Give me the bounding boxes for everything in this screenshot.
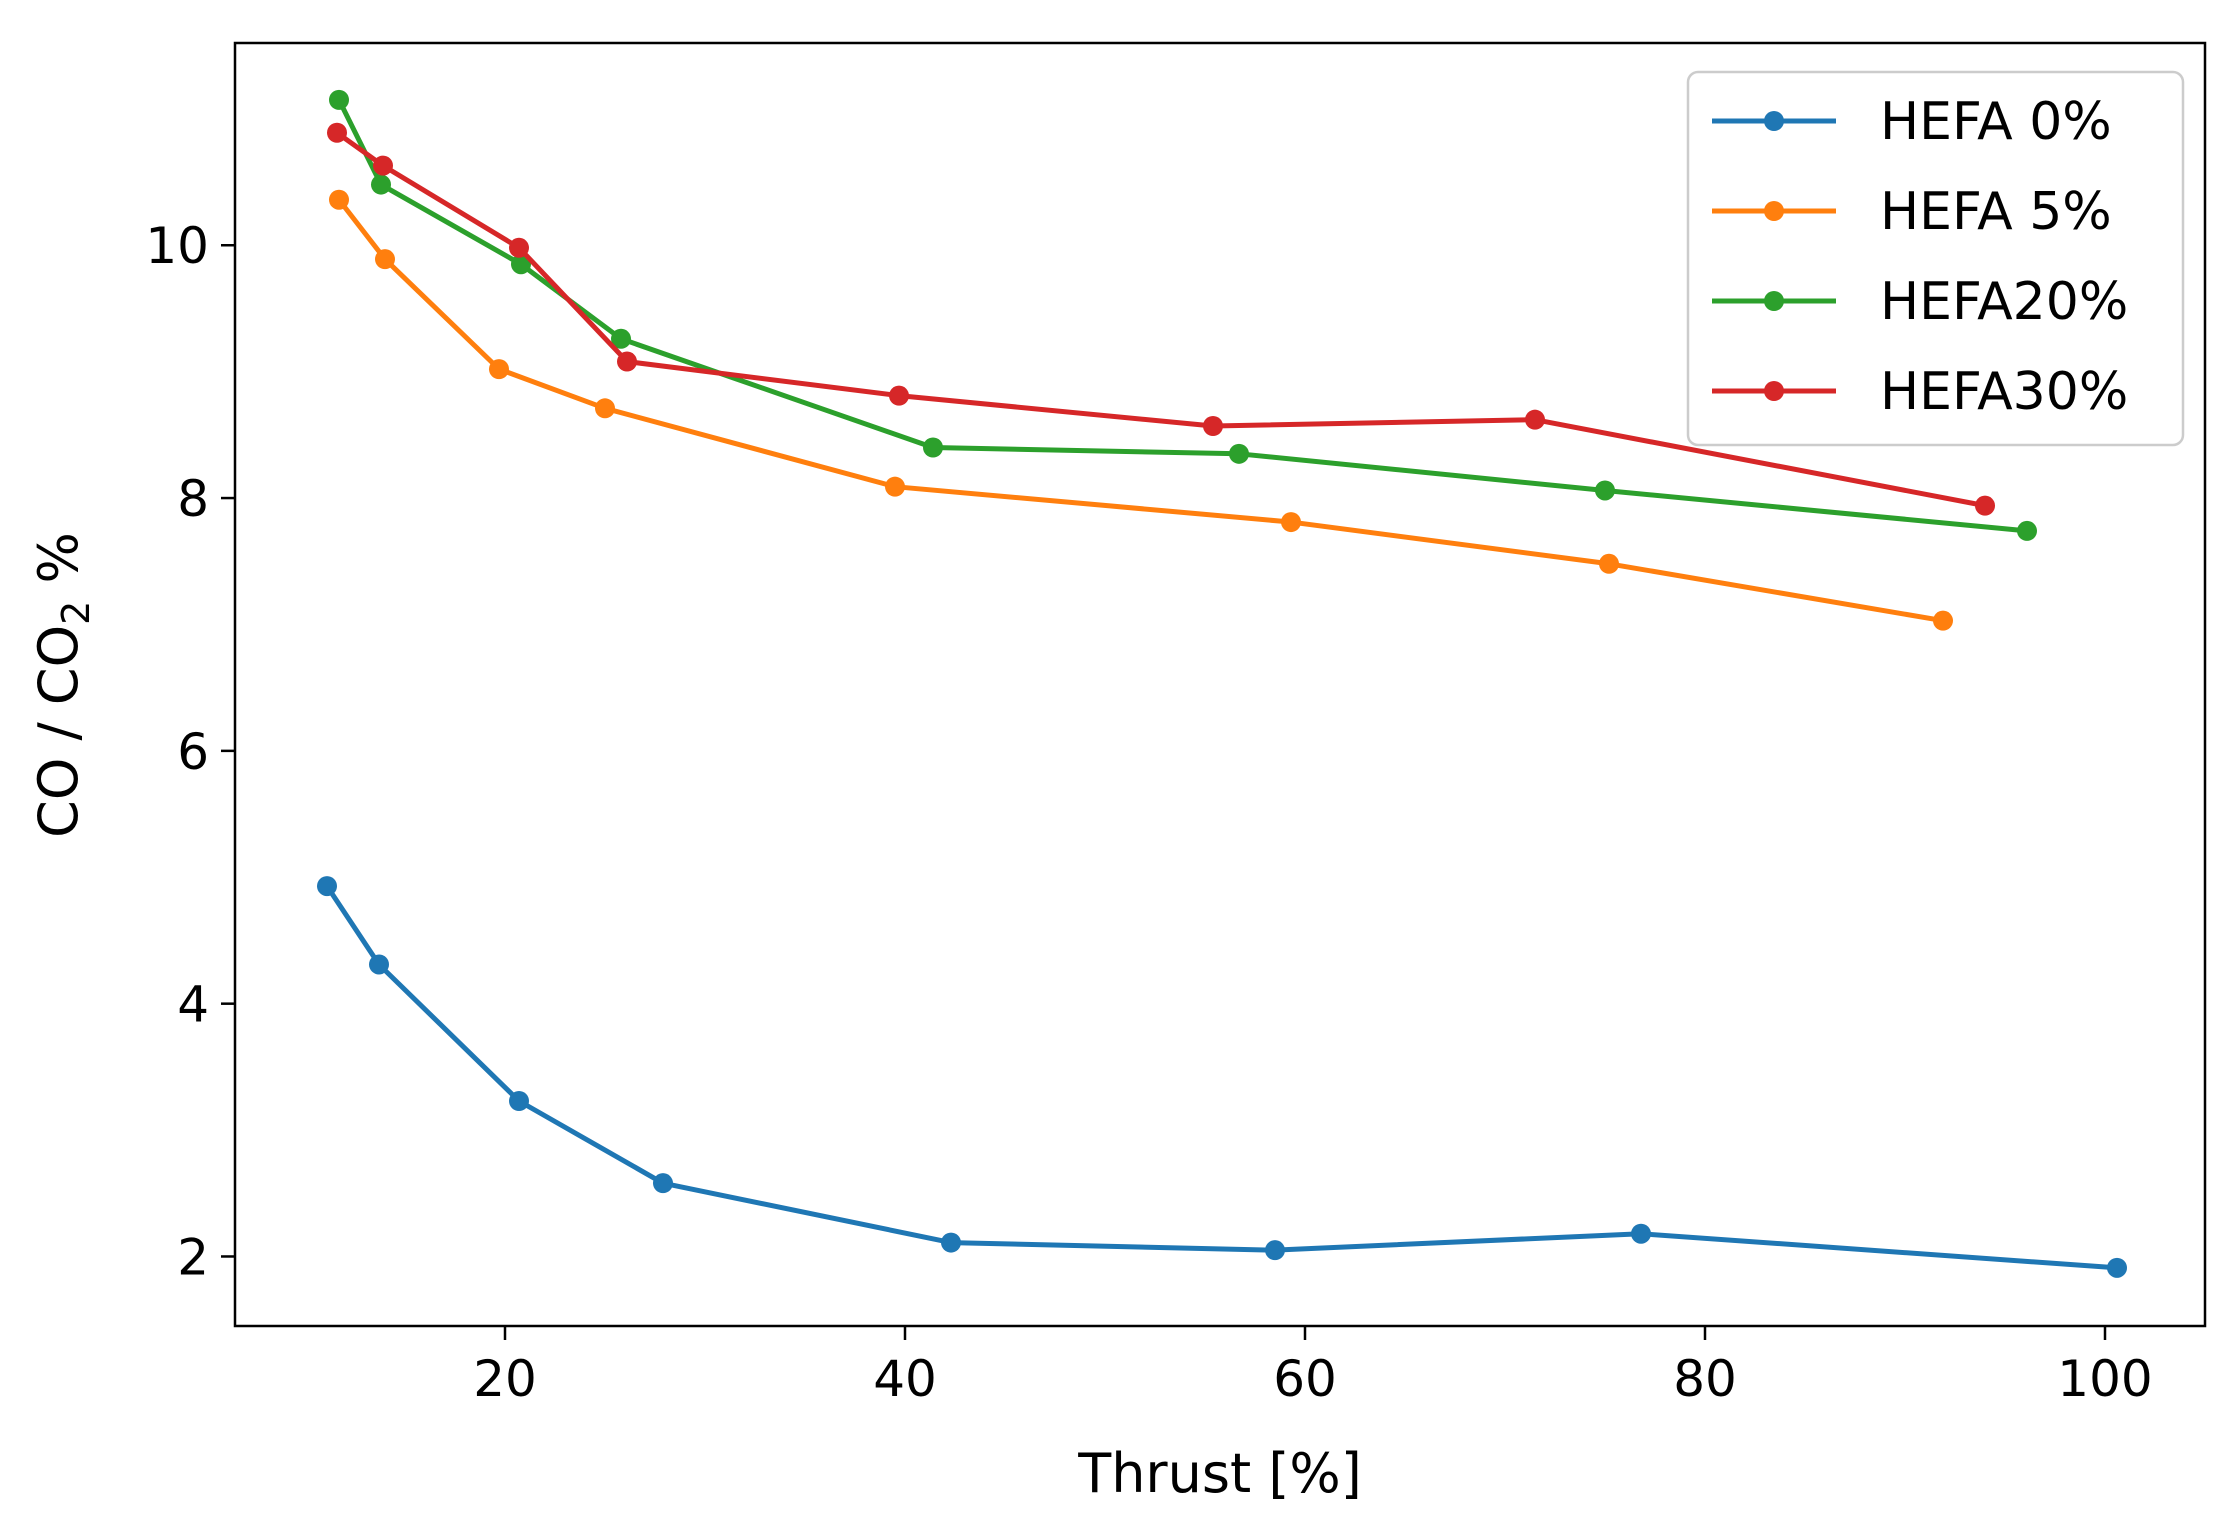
series-line-hefa-5 xyxy=(335,196,1946,624)
data-point xyxy=(611,328,631,349)
series-hefa-5 xyxy=(329,189,1953,631)
series-layer xyxy=(317,89,2127,1278)
legend: HEFA 0% HEFA 5% HEFA20% HEFA30% xyxy=(1686,70,2185,447)
y-axis: 2 4 6 8 10 xyxy=(145,217,235,1286)
x-axis-label: Thrust [%] xyxy=(1077,1442,1362,1505)
legend-label: HEFA 0% xyxy=(1880,92,2112,152)
legend-label: HEFA20% xyxy=(1880,272,2128,332)
data-point xyxy=(1595,480,1615,501)
legend-marker xyxy=(1764,381,1784,401)
data-point xyxy=(595,398,615,419)
data-point xyxy=(327,122,347,143)
data-point xyxy=(1599,553,1619,574)
data-point xyxy=(375,249,395,270)
legend-entries: HEFA 0% HEFA 5% HEFA20% HEFA30% xyxy=(1712,92,2128,422)
legend-marker xyxy=(1764,291,1784,311)
data-point xyxy=(509,237,529,258)
x-tick-label: 80 xyxy=(1673,1350,1737,1408)
y-tick-label: 8 xyxy=(177,470,209,528)
data-point xyxy=(511,254,531,275)
x-tick-label: 100 xyxy=(2057,1350,2152,1408)
data-point xyxy=(1281,512,1301,533)
y-tick-label: 10 xyxy=(145,217,209,275)
x-tick-label: 20 xyxy=(473,1350,537,1408)
legend-entry-hefa30: HEFA30% xyxy=(1712,362,2128,422)
series-hefa20 xyxy=(329,89,2037,541)
data-point xyxy=(369,954,389,975)
data-point xyxy=(1525,409,1545,430)
x-tick-label: 60 xyxy=(1273,1350,1337,1408)
y-axis-label: CO / CO2 % xyxy=(27,532,98,838)
series-line-hefa-0 xyxy=(323,882,2120,1271)
data-point xyxy=(1229,443,1249,464)
y-tick-label: 2 xyxy=(177,1228,209,1286)
data-point xyxy=(2107,1257,2127,1278)
data-point xyxy=(885,476,905,497)
data-point xyxy=(2017,520,2037,541)
x-tick-label: 40 xyxy=(873,1350,937,1408)
plot-frame xyxy=(233,41,2207,1328)
data-point xyxy=(509,1091,529,1112)
x-axis: 20 40 60 80 100 xyxy=(473,1326,2153,1408)
y-axis-label-subscript: 2 xyxy=(54,601,98,625)
series-line-hefa30 xyxy=(333,129,1988,509)
data-point xyxy=(1203,416,1223,437)
legend-marker xyxy=(1764,201,1784,221)
legend-box xyxy=(1686,70,2185,447)
legend-entry-hefa20: HEFA20% xyxy=(1712,272,2128,332)
data-point xyxy=(373,155,393,176)
y-tick-label: 4 xyxy=(177,976,209,1034)
legend-marker xyxy=(1764,111,1784,131)
data-point xyxy=(371,174,391,195)
data-point xyxy=(489,359,509,380)
data-point xyxy=(1265,1240,1285,1261)
legend-entry-hefa-0: HEFA 0% xyxy=(1712,92,2112,152)
data-point xyxy=(329,89,349,110)
legend-label: HEFA30% xyxy=(1880,362,2128,422)
y-axis-label-prefix: CO / CO xyxy=(27,625,90,838)
y-tick-label: 6 xyxy=(177,723,209,781)
data-point xyxy=(941,1232,961,1253)
series-hefa-0 xyxy=(317,876,2127,1278)
data-point xyxy=(317,876,337,897)
data-point xyxy=(653,1173,673,1194)
data-point xyxy=(923,437,943,458)
data-point xyxy=(617,351,637,372)
data-point xyxy=(1933,610,1953,631)
legend-entry-hefa-5: HEFA 5% xyxy=(1712,182,2112,242)
y-axis-label-suffix: % xyxy=(27,532,90,600)
legend-label: HEFA 5% xyxy=(1880,182,2112,242)
series-line-hefa20 xyxy=(335,96,2030,534)
series-hefa30 xyxy=(327,122,1995,516)
data-point xyxy=(1631,1223,1651,1244)
data-point xyxy=(329,189,349,210)
data-point xyxy=(1975,495,1995,516)
data-point xyxy=(889,385,909,406)
